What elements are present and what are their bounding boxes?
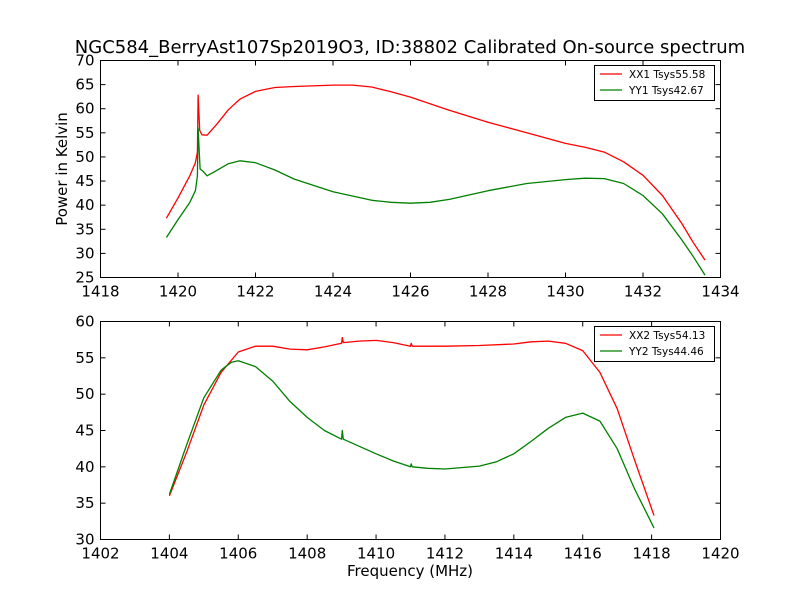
bottom-y-tick-label-3: 45 [75,422,94,440]
top-y-tick-label-0: 25 [75,269,94,287]
top-panel: 1418 1420 1422 1424 1426 1428 1430 1432 1434 25 30… [53,52,740,301]
top-x-tick-label-1: 1420 [159,283,197,301]
top-x-tick-label-4: 1426 [391,283,429,301]
bottom-x-tick-label-3: 1408 [288,545,326,563]
chart-title: NGC584_BerryAst107Sp2019O3, ID:38802 Cal… [75,37,745,58]
bottom-x-tick-label-4: 1410 [357,545,395,563]
top-x-tick-label-2: 1422 [236,283,274,301]
bottom-series-xx2-line [168,336,655,516]
top-y-tick-label-9: 70 [75,52,94,70]
top-y-tick-label-3: 40 [75,196,94,214]
top-y-tick-label-2: 35 [75,220,94,238]
bottom-y-tick-label-1: 35 [75,494,94,512]
top-x-tick-label-0: 1418 [81,283,119,301]
bottom-x-axis-label: Frequency (MHz) [347,562,473,580]
bottom-legend: XX2 Tsys54.13 YY2 Tsys44.46 [594,326,715,362]
bottom-y-tick-label-2: 40 [75,458,94,476]
bottom-x-tick-label-0: 1402 [81,545,119,563]
top-y-tick-label-8: 65 [75,76,94,94]
bottom-x-tick-label-1: 1404 [150,545,188,563]
bottom-y-tick-label-0: 30 [75,531,94,549]
bottom-x-tick-label-6: 1414 [495,545,533,563]
top-series [165,84,706,276]
top-x-tick-label-7: 1432 [624,283,662,301]
bottom-y-tick-label-5: 55 [75,349,94,367]
bottom-x-tick-label-8: 1418 [633,545,671,563]
top-series-yy1-line [165,127,706,276]
bottom-legend-label-xx2: XX2 Tsys54.13 [629,330,705,342]
bottom-x-tick-label-2: 1406 [219,545,257,563]
top-y-tick-label-5: 50 [75,148,94,166]
bottom-panel: 1402 1404 1406 1408 1410 1412 1414 1416 1418 1420… [75,313,739,581]
bottom-x-tick-label-7: 1416 [564,545,602,563]
top-y-tick-label-1: 30 [75,244,94,262]
bottom-series [168,336,655,529]
top-y-tick-label-7: 60 [75,100,94,118]
top-legend-box [594,65,715,101]
top-legend-label-yy1: YY1 Tsys42.67 [628,85,704,97]
bottom-y-tick-label-4: 50 [75,385,94,403]
top-y-axis-label: Power in Kelvin [53,112,71,226]
bottom-legend-label-yy2: YY2 Tsys44.46 [628,346,704,358]
top-series-xx1-line [165,84,706,261]
top-x-tick-label-3: 1424 [314,283,352,301]
top-legend: XX1 Tsys55.58 YY1 Tsys42.67 [594,65,715,101]
top-legend-label-xx1: XX1 Tsys55.58 [629,69,705,81]
top-x-tick-label-5: 1428 [469,283,507,301]
bottom-legend-box [594,326,715,362]
top-y-tick-label-4: 45 [75,172,94,190]
bottom-series-yy2-line [168,360,655,529]
top-x-tick-label-6: 1430 [546,283,584,301]
bottom-x-tick-label-9: 1420 [701,545,739,563]
top-y-tick-label-6: 55 [75,124,94,142]
top-ticks: 1418 1420 1422 1424 1426 1428 1430 1432 1434 25 30… [75,52,739,301]
bottom-x-tick-label-5: 1412 [426,545,464,563]
bottom-y-tick-label-6: 60 [75,313,94,331]
top-x-tick-label-8: 1434 [701,283,739,301]
bottom-ticks: 1402 1404 1406 1408 1410 1412 1414 1416 1418 1420… [75,313,739,563]
